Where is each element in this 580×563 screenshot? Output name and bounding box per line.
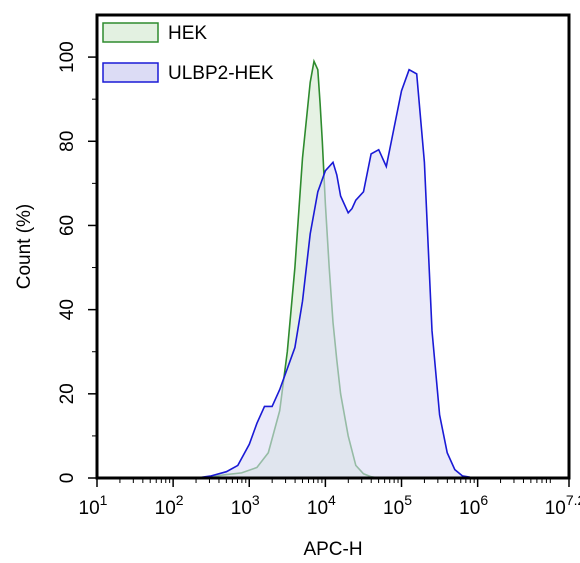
- legend: HEK ULBP2-HEK: [102, 22, 274, 84]
- legend-swatch: [102, 22, 159, 43]
- series-layer: [195, 58, 478, 479]
- legend-swatch: [102, 62, 159, 83]
- y-axis: 0 20 40 60 80 100: [57, 41, 97, 483]
- y-tick-label: 100: [57, 41, 78, 73]
- x-tick-label: 102: [155, 492, 184, 519]
- plot-frame: [95, 13, 571, 480]
- x-tick-label: 103: [231, 492, 260, 519]
- series-area-ulbp2-hek: [196, 69, 478, 478]
- y-tick-label: 60: [57, 215, 78, 236]
- x-tick-label: 106: [459, 492, 488, 519]
- legend-label: HEK: [168, 23, 207, 44]
- y-tick-label: 80: [57, 131, 78, 152]
- x-tick-label: 101: [79, 492, 108, 519]
- y-axis-title: Count (%): [14, 204, 35, 290]
- y-tick-label: 20: [57, 383, 78, 404]
- y-tick-label: 40: [57, 299, 78, 320]
- y-tick-label: 0: [57, 473, 78, 484]
- x-tick-label: 105: [383, 492, 412, 519]
- x-tick-label: 104: [307, 492, 336, 519]
- x-axis-title: APC-H: [303, 539, 362, 560]
- x-tick-label: 107.2: [545, 492, 580, 519]
- series-line-ulbp2-hek: [195, 68, 478, 479]
- x-axis: 101 102 103 104 105 106 107.2: [79, 478, 580, 519]
- legend-label: ULBP2-HEK: [168, 63, 274, 84]
